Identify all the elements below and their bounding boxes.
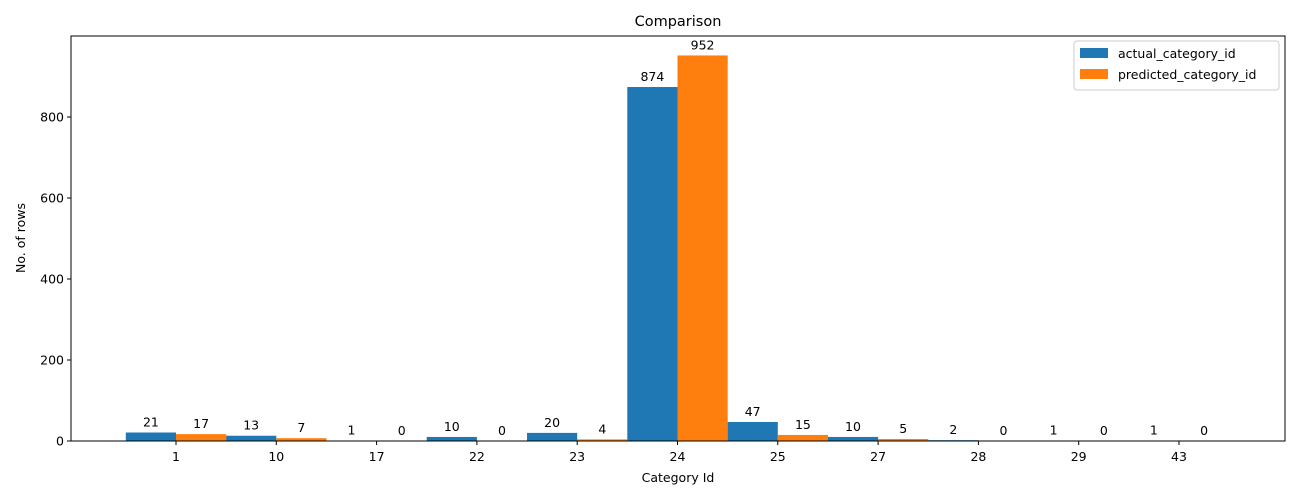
- bar-predicted-23: [577, 439, 628, 441]
- bar-actual-25: [727, 421, 778, 441]
- data-label: 1: [1150, 423, 1158, 438]
- legend-swatch: [1080, 69, 1108, 79]
- x-tick-label: 22: [469, 449, 485, 464]
- y-tick-label: 200: [40, 353, 64, 368]
- data-label: 0: [1100, 423, 1108, 438]
- data-label: 47: [745, 404, 761, 419]
- x-tick-label: 43: [1171, 449, 1187, 464]
- bar-actual-1: [125, 432, 176, 441]
- bar-predicted-24: [677, 55, 728, 441]
- bar-predicted-10: [276, 438, 327, 441]
- data-label: 4: [598, 421, 606, 436]
- bar-actual-23: [527, 432, 578, 441]
- x-tick-label: 24: [670, 449, 686, 464]
- bar-predicted-1: [176, 434, 227, 441]
- x-tick-label: 23: [569, 449, 585, 464]
- data-label: 15: [795, 417, 811, 432]
- x-tick-label: 25: [770, 449, 786, 464]
- data-label: 2: [949, 422, 957, 437]
- bar-actual-22: [426, 436, 477, 441]
- data-label: 7: [297, 420, 305, 435]
- bar-predicted-27: [878, 438, 929, 441]
- bars-layer: [125, 55, 1179, 441]
- y-tick-label: 600: [40, 191, 64, 206]
- data-label: 874: [640, 69, 664, 84]
- bar-actual-24: [627, 87, 678, 441]
- chart-title: Comparison: [635, 14, 722, 30]
- data-label: 952: [691, 37, 715, 52]
- x-tick-label: 17: [369, 449, 385, 464]
- bar-predicted-25: [777, 434, 828, 441]
- data-label: 20: [544, 415, 560, 430]
- x-tick-label: 29: [1071, 449, 1087, 464]
- bar-actual-27: [827, 436, 879, 441]
- data-label: 0: [498, 423, 506, 438]
- x-tick-label: 1: [172, 449, 180, 464]
- legend: actual_category_id predicted_category_id: [1073, 40, 1280, 91]
- y-tick-label: 800: [40, 110, 64, 125]
- data-label: 1: [1050, 423, 1058, 438]
- data-label: 10: [444, 419, 460, 434]
- data-label: 10: [845, 419, 861, 434]
- x-axis-label: Category Id: [642, 470, 715, 485]
- y-tick-label: 0: [56, 434, 64, 449]
- x-tick-label: 28: [970, 449, 986, 464]
- data-label: 0: [1200, 423, 1208, 438]
- y-axis-label: No. of rows: [13, 203, 28, 273]
- data-label: 5: [899, 421, 907, 436]
- data-label: 0: [1000, 423, 1008, 438]
- data-label: 0: [398, 423, 406, 438]
- data-label: 13: [243, 418, 259, 433]
- data-label: 1: [348, 423, 356, 438]
- x-tick-label: 10: [268, 449, 284, 464]
- legend-swatch: [1080, 48, 1108, 58]
- legend-label: actual_category_id: [1118, 46, 1236, 61]
- legend-label: predicted_category_id: [1118, 67, 1256, 82]
- y-tick-label: 400: [40, 272, 64, 287]
- x-tick-label: 27: [870, 449, 886, 464]
- legend-box: [1073, 40, 1280, 91]
- data-label: 17: [193, 416, 209, 431]
- bar-actual-10: [226, 435, 277, 441]
- data-label: 21: [143, 414, 159, 429]
